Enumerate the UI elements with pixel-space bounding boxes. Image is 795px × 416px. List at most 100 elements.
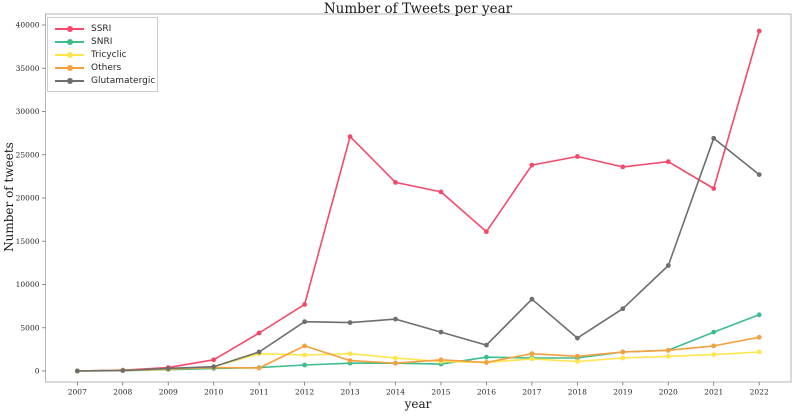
legend-item-label: Others: [91, 63, 122, 74]
data-point-Tricyclic-2012: [302, 352, 307, 358]
legend-line-icon: [55, 25, 84, 32]
data-point-Tricyclic-2020: [665, 353, 671, 359]
data-point-Others-2021: [711, 343, 717, 349]
data-point-Others-2022: [756, 334, 762, 340]
x-axis-tick-label: 2022: [750, 388, 769, 397]
x-axis-tick-label: 2007: [68, 388, 87, 397]
legend-marker-dot: [66, 25, 73, 32]
x-axis-tick-label: 2012: [295, 388, 314, 397]
y-axis-tick-label: 5000: [20, 323, 39, 332]
data-point-Others-2013: [347, 358, 353, 363]
legend-item-label: Tricyclic: [91, 49, 127, 60]
data-point-Glutamatergic-2008: [120, 368, 126, 373]
data-point-SSRI-2020: [665, 159, 671, 165]
x-axis-tick-label: 2014: [386, 388, 405, 397]
y-axis-tick-label: 10000: [16, 280, 40, 289]
data-point-SSRI-2022: [756, 28, 762, 34]
data-point-SSRI-2010: [211, 357, 217, 363]
legend-item-label: SSRI: [91, 23, 112, 34]
data-point-Glutamatergic-2021: [711, 135, 717, 141]
data-point-Tricyclic-2013: [347, 351, 353, 357]
x-axis-tick-label: 2013: [341, 388, 360, 397]
y-axis-tick-label: 0: [35, 367, 40, 376]
data-point-Glutamatergic-2009: [165, 366, 171, 371]
legend-line-icon: [55, 38, 84, 45]
data-point-Glutamatergic-2020: [665, 263, 671, 268]
legend-marker-dot: [66, 51, 73, 58]
data-point-SSRI-2016: [484, 229, 489, 235]
y-axis-label: Number of tweets: [2, 142, 16, 252]
legend-marker-dot: [66, 38, 73, 45]
data-point-Others-2019: [620, 349, 626, 355]
data-point-SNRI-2022: [756, 312, 762, 318]
legend-marker-dot: [66, 65, 73, 72]
x-axis-tick-label: 2021: [704, 388, 723, 397]
legend-item-glutamatergic: Glutamatergic: [48, 75, 157, 88]
data-point-Glutamatergic-2022: [756, 172, 762, 178]
legend-line-icon: [55, 51, 84, 58]
x-axis-tick-label: 2015: [431, 388, 450, 397]
x-axis-label: year: [404, 397, 432, 411]
data-point-Tricyclic-2019: [620, 355, 626, 361]
data-point-Glutamatergic-2012: [302, 319, 307, 325]
data-point-SSRI-2017: [529, 162, 535, 168]
data-point-Others-2011: [256, 365, 262, 371]
data-point-Glutamatergic-2015: [438, 329, 444, 335]
legend-marker-dot: [66, 78, 73, 85]
data-point-Glutamatergic-2011: [256, 349, 262, 355]
legend-item-tricyclic: Tricyclic: [48, 48, 157, 61]
legend-item-label: Glutamatergic: [91, 76, 156, 87]
data-point-Glutamatergic-2019: [620, 306, 626, 312]
x-axis-tick-label: 2020: [659, 388, 678, 397]
y-axis-tick-label: 35000: [16, 64, 40, 73]
data-point-SNRI-2016: [484, 354, 489, 360]
series-line-Glutamatergic: [77, 137, 760, 372]
data-point-Glutamatergic-2010: [211, 364, 217, 370]
chart-title: Number of Tweets per year: [323, 1, 513, 17]
data-point-SSRI-2015: [438, 189, 444, 195]
x-axis-tick-label: 2008: [113, 388, 132, 397]
x-axis-tick-label: 2018: [568, 388, 587, 397]
data-point-SSRI-2012: [302, 302, 307, 307]
x-axis-tick-label: 2011: [250, 388, 269, 397]
series-line-SNRI: [77, 314, 760, 372]
data-point-SNRI-2012: [302, 362, 307, 368]
data-point-Others-2014: [393, 360, 398, 366]
data-point-Others-2016: [484, 360, 489, 365]
data-point-Others-2018: [575, 353, 580, 359]
y-axis-tick-label: 25000: [16, 150, 40, 159]
data-point-SSRI-2014: [393, 180, 398, 185]
legend-item-ssri: SSRI: [48, 22, 157, 35]
data-point-Glutamatergic-2007: [74, 368, 80, 374]
series-line-SSRI: [77, 30, 760, 372]
x-axis-tick-label: 2016: [477, 388, 496, 397]
legend-item-snri: SNRI: [48, 35, 157, 48]
data-point-Glutamatergic-2018: [575, 335, 580, 341]
data-point-SSRI-2018: [575, 154, 580, 159]
legend-line-icon: [55, 78, 84, 85]
x-axis-tick-label: 2010: [204, 388, 223, 397]
legend-line-icon: [55, 65, 84, 72]
data-point-SSRI-2013: [347, 134, 353, 140]
legend: SSRI SNRI Tricyclic Others Glutamatergic: [47, 17, 158, 92]
y-axis-tick-label: 30000: [16, 107, 40, 116]
data-point-SSRI-2021: [711, 186, 717, 191]
data-point-SSRI-2011: [256, 330, 262, 336]
data-point-SSRI-2019: [620, 164, 626, 170]
x-axis-tick-label: 2009: [159, 388, 178, 397]
data-point-Tricyclic-2017: [529, 356, 535, 362]
data-point-Others-2015: [438, 357, 444, 363]
y-axis-tick-label: 40000: [16, 21, 40, 30]
data-point-Tricyclic-2014: [393, 355, 398, 361]
data-point-SNRI-2021: [711, 329, 717, 335]
data-point-Others-2017: [529, 351, 535, 357]
data-point-Glutamatergic-2016: [484, 342, 489, 348]
legend-item-others: Others: [48, 62, 157, 75]
data-point-Others-2020: [665, 347, 671, 353]
data-point-Glutamatergic-2017: [529, 296, 535, 302]
data-point-Others-2012: [302, 343, 307, 349]
legend-item-label: SNRI: [91, 36, 113, 47]
x-axis-tick-label: 2019: [613, 388, 632, 397]
data-point-Tricyclic-2018: [575, 359, 580, 364]
